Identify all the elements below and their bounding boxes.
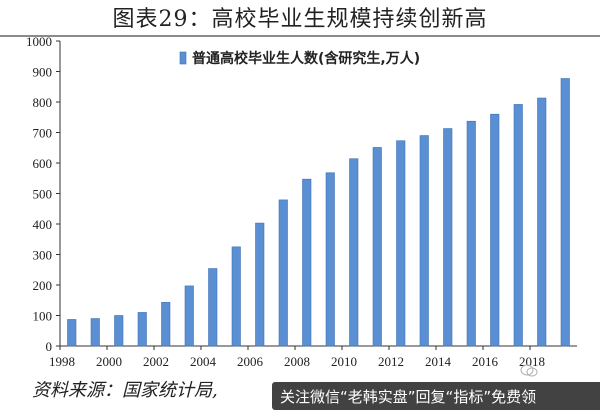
bar-2018 bbox=[537, 97, 547, 347]
bar-2016 bbox=[490, 113, 500, 347]
wechat-watermark-icon bbox=[520, 364, 538, 377]
bar-2013 bbox=[419, 135, 429, 347]
bar-2019 bbox=[560, 78, 570, 347]
y-tick-label: 200 bbox=[33, 278, 53, 293]
y-tick-label: 900 bbox=[33, 65, 53, 80]
legend-label: 普通高校毕业生人数(含研究生,万人) bbox=[192, 50, 420, 67]
promo-overlay-banner[interactable]: 关注微信“老韩实盘”回复“指标”免费领 bbox=[272, 382, 600, 410]
y-tick-label: 300 bbox=[33, 248, 53, 263]
legend-swatch bbox=[179, 51, 187, 65]
x-tick-label: 2012 bbox=[378, 354, 404, 369]
bar-2004 bbox=[208, 268, 218, 347]
bar-2011 bbox=[372, 147, 382, 347]
bar-2000 bbox=[114, 315, 124, 347]
bar-chart: 0 100 200 300 400 500 600 700 800 900 1000 1998 2000… bbox=[26, 34, 577, 369]
y-tick-label: 500 bbox=[33, 187, 53, 202]
chart-area: 0 100 200 300 400 500 600 700 800 900 1000 1998 2000… bbox=[0, 34, 600, 372]
y-tick-label: 1000 bbox=[26, 36, 52, 49]
x-tick-label: 1998 bbox=[49, 354, 75, 369]
title-divider bbox=[0, 35, 600, 37]
bar-2007 bbox=[278, 199, 288, 347]
y-tick-label: 700 bbox=[33, 126, 53, 141]
chart-title: 图表29：高校毕业生规模持续创新高 bbox=[112, 7, 488, 32]
promo-overlay-text: 关注微信“老韩实盘”回复“指标”免费领 bbox=[280, 387, 537, 406]
y-tick-label: 100 bbox=[33, 309, 53, 324]
x-tick-label: 2000 bbox=[96, 354, 122, 369]
x-tick-label: 2004 bbox=[190, 354, 217, 369]
bar-2010 bbox=[349, 158, 359, 347]
x-tick-label: 2008 bbox=[284, 354, 310, 369]
bar-2009 bbox=[325, 172, 335, 347]
bar-2006 bbox=[255, 222, 265, 347]
bar-2014 bbox=[443, 128, 453, 347]
bar-2005 bbox=[231, 246, 241, 347]
bar-2015 bbox=[466, 120, 476, 347]
x-tick-label: 2010 bbox=[331, 354, 357, 369]
y-tick-label: 400 bbox=[33, 217, 53, 232]
bar-2003 bbox=[184, 285, 194, 347]
bar-2001 bbox=[137, 312, 147, 347]
x-tick-label: 2014 bbox=[425, 354, 452, 369]
chart-title-bar: 图表29：高校毕业生规模持续创新高 bbox=[0, 0, 600, 34]
bar-2012 bbox=[396, 140, 406, 347]
y-tick-label: 0 bbox=[46, 339, 53, 354]
y-tick-label: 800 bbox=[33, 95, 53, 110]
bar-2002 bbox=[161, 302, 171, 347]
x-tick-label: 2002 bbox=[143, 354, 169, 369]
bar-1998 bbox=[67, 319, 77, 347]
x-tick-label: 2006 bbox=[237, 354, 264, 369]
bar-2017 bbox=[513, 104, 523, 347]
bar-2008 bbox=[302, 178, 312, 347]
x-tick-label: 2016 bbox=[472, 354, 499, 369]
source-note: 资料来源：国家统计局, bbox=[32, 380, 218, 401]
bar-1999 bbox=[90, 318, 100, 347]
y-tick-label: 600 bbox=[33, 156, 53, 171]
